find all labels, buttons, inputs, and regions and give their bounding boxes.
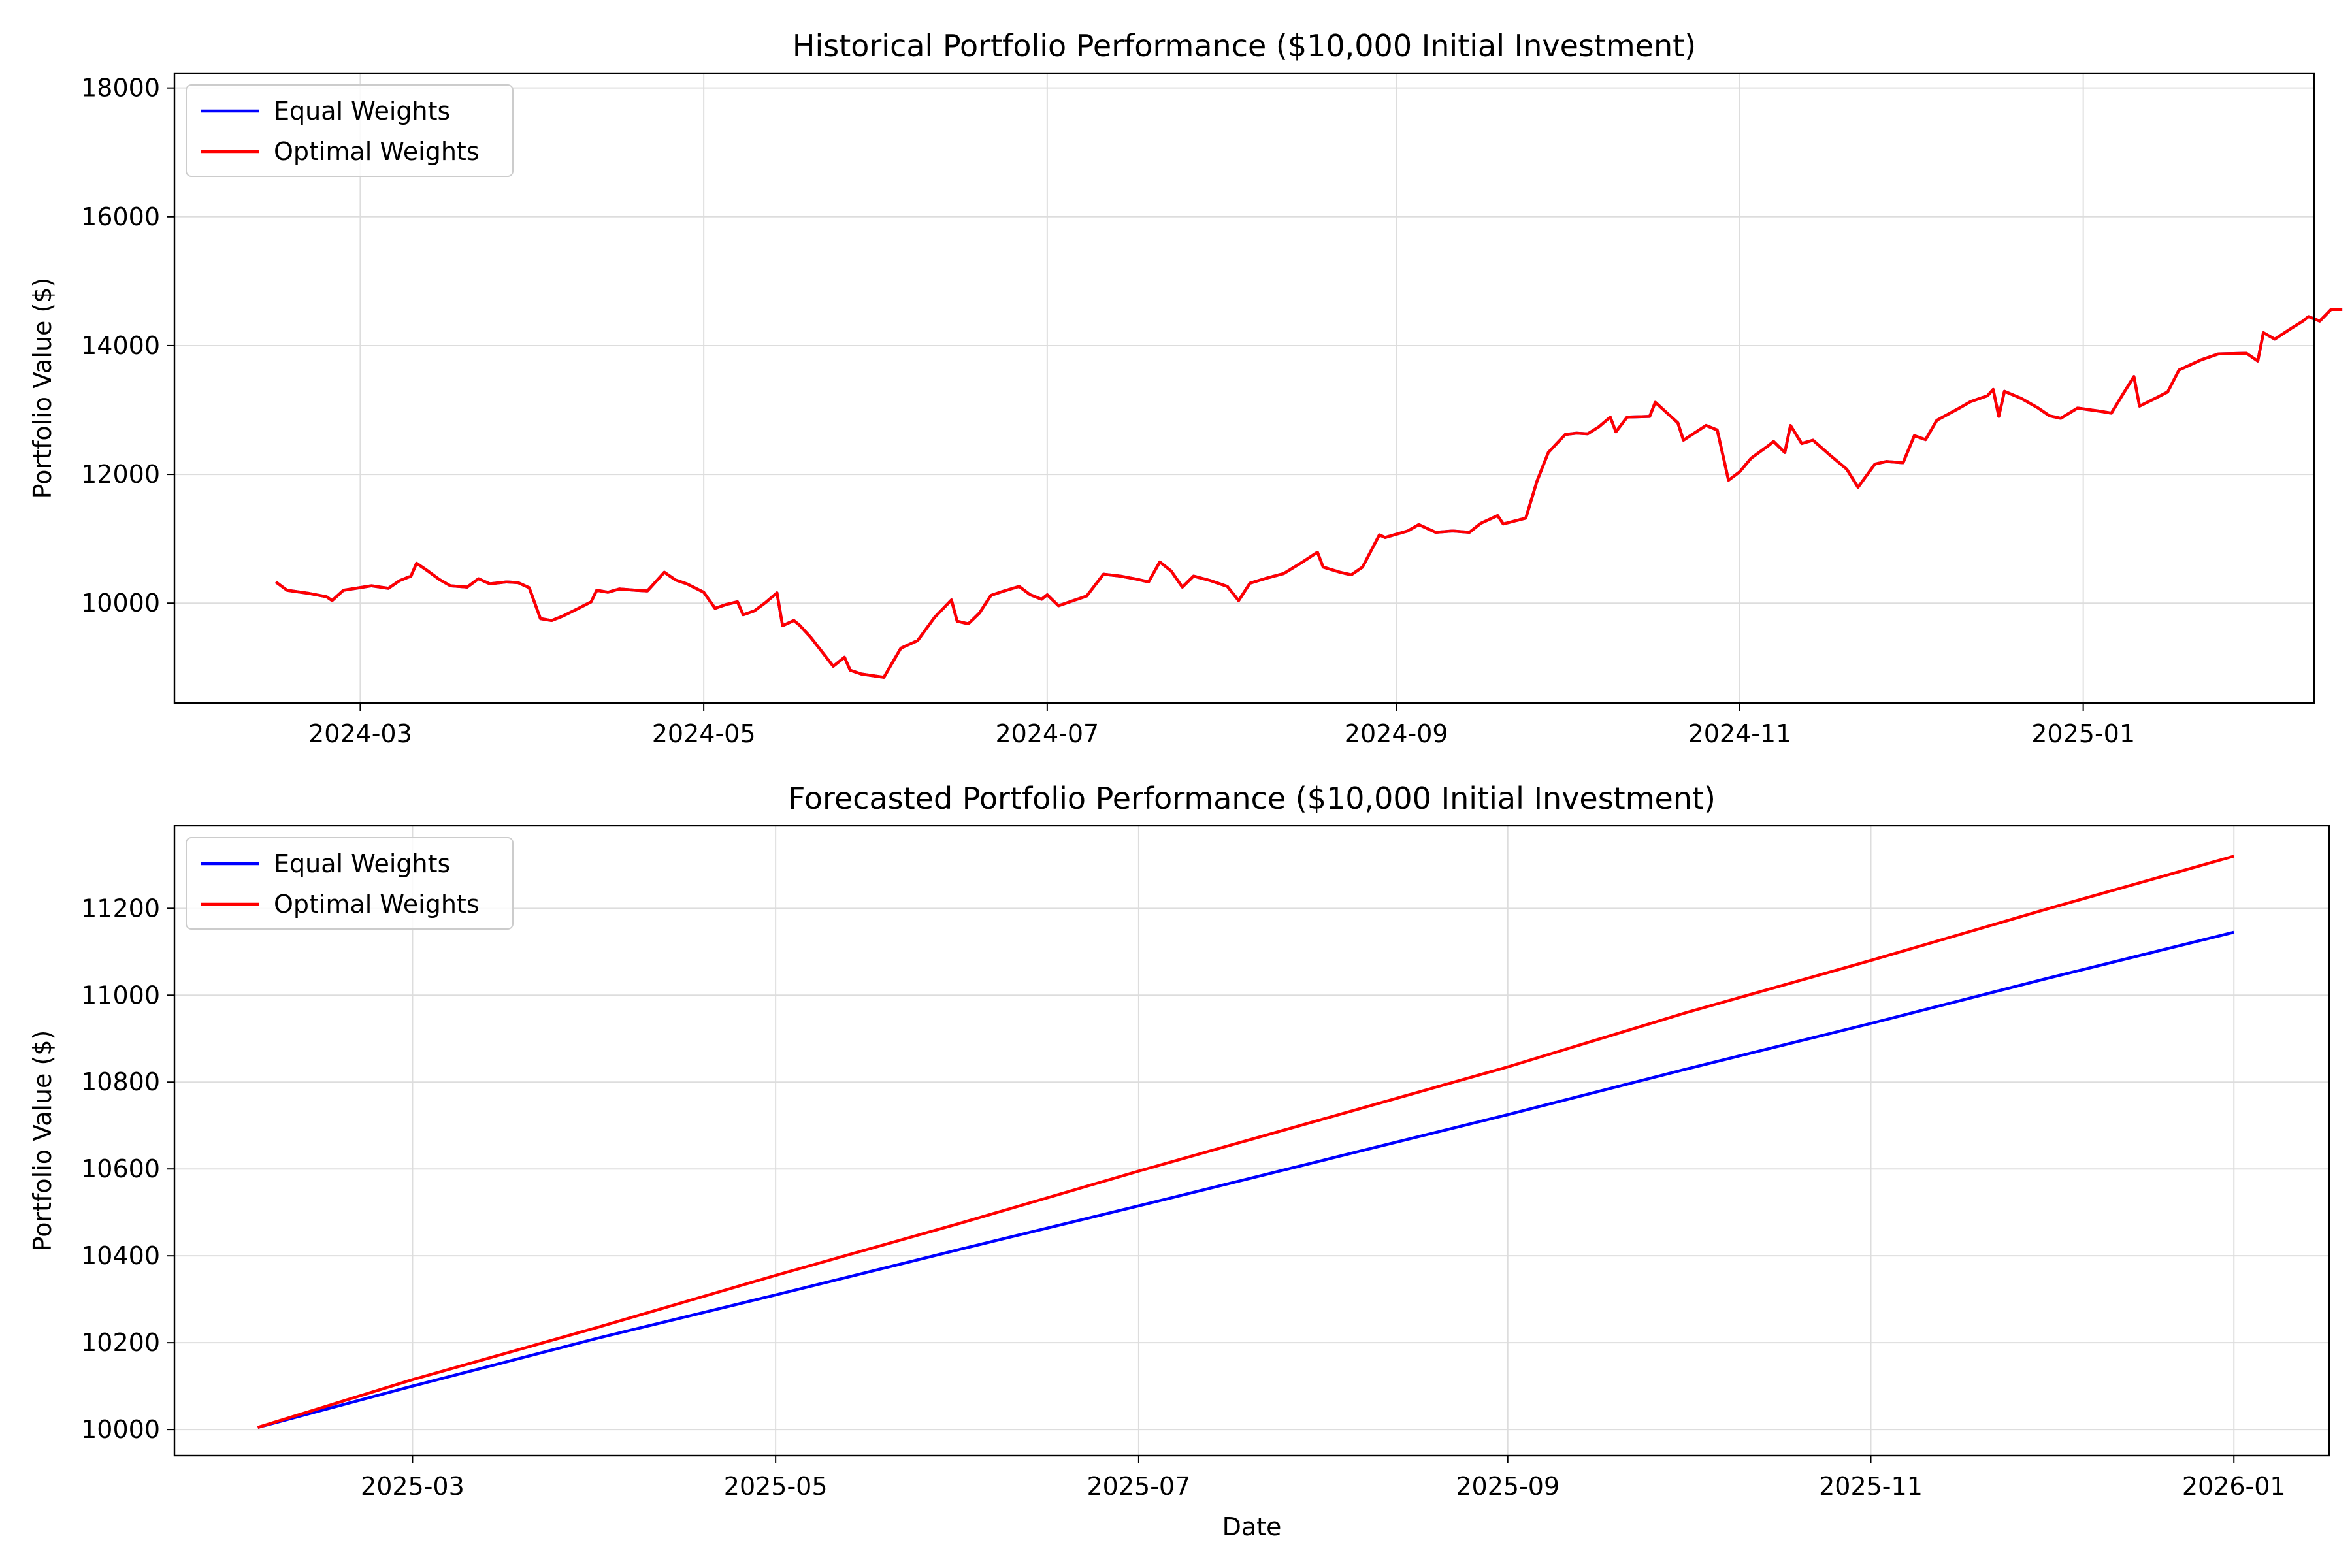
legend: Equal Weights Optimal Weights	[186, 84, 514, 177]
chart-title: Forecasted Portfolio Performance ($10,00…	[788, 781, 1716, 816]
chart-panel-1: 2024-03 2024-05 2024-07 2024-09 2024-11 2025-…	[28, 28, 2343, 748]
y-axis-label: Portfolio Value ($)	[28, 1030, 57, 1252]
x-tick-label: 2025-05	[724, 1472, 828, 1501]
y-tick-label: 10200	[81, 1328, 160, 1357]
y-tick-label: 10000	[81, 1415, 160, 1444]
legend-label: Equal Weights	[274, 97, 450, 125]
x-tick-label: 2025-11	[1819, 1472, 1923, 1501]
x-tick-label: 2025-07	[1087, 1472, 1191, 1501]
series-line-optimal-weights	[274, 308, 2343, 679]
series-line-equal-weights	[274, 308, 2343, 679]
y-tick-label: 14000	[81, 331, 160, 360]
x-tick-label: 2024-03	[308, 719, 412, 748]
chart-title: Historical Portfolio Performance ($10,00…	[792, 28, 1696, 63]
y-tick-label: 16000	[81, 203, 160, 231]
chart-panel-2: 2025-03 2025-05 2025-07 2025-09 2025-11 2026-…	[28, 781, 2330, 1541]
y-tick-label: 10600	[81, 1154, 160, 1183]
y-tick-label: 18000	[81, 74, 160, 103]
x-tick-label: 2024-05	[652, 719, 756, 748]
legend-label: Optimal Weights	[274, 137, 480, 166]
y-tick-label: 10800	[81, 1068, 160, 1096]
x-tick-label: 2024-09	[1345, 719, 1448, 748]
x-tick-label: 2026-01	[2182, 1472, 2286, 1501]
x-tick-label: 2025-03	[361, 1472, 465, 1501]
x-tick-label: 2024-11	[1688, 719, 1792, 748]
y-tick-label: 11000	[81, 981, 160, 1009]
legend-box	[186, 84, 514, 177]
plot-frame	[173, 72, 2315, 704]
x-tick-label: 2025-01	[2031, 719, 2135, 748]
x-tick-label: 2024-07	[995, 719, 1099, 748]
y-axis-label: Portfolio Value ($)	[28, 278, 57, 499]
y-tick-label: 12000	[81, 460, 160, 489]
legend-label: Optimal Weights	[274, 890, 480, 919]
x-axis-label: Date	[1222, 1512, 1282, 1541]
y-tick-label: 10400	[81, 1241, 160, 1270]
y-tick-label: 11200	[81, 894, 160, 923]
series-line-equal-weights	[257, 930, 2234, 1429]
y-tick-label: 10000	[81, 589, 160, 617]
series-line-optimal-weights	[257, 855, 2234, 1429]
legend-box	[186, 837, 514, 930]
plot-frame	[173, 825, 2330, 1457]
legend-label: Equal Weights	[274, 849, 450, 878]
legend: Equal Weights Optimal Weights	[186, 837, 514, 930]
x-tick-label: 2025-09	[1456, 1472, 1560, 1501]
